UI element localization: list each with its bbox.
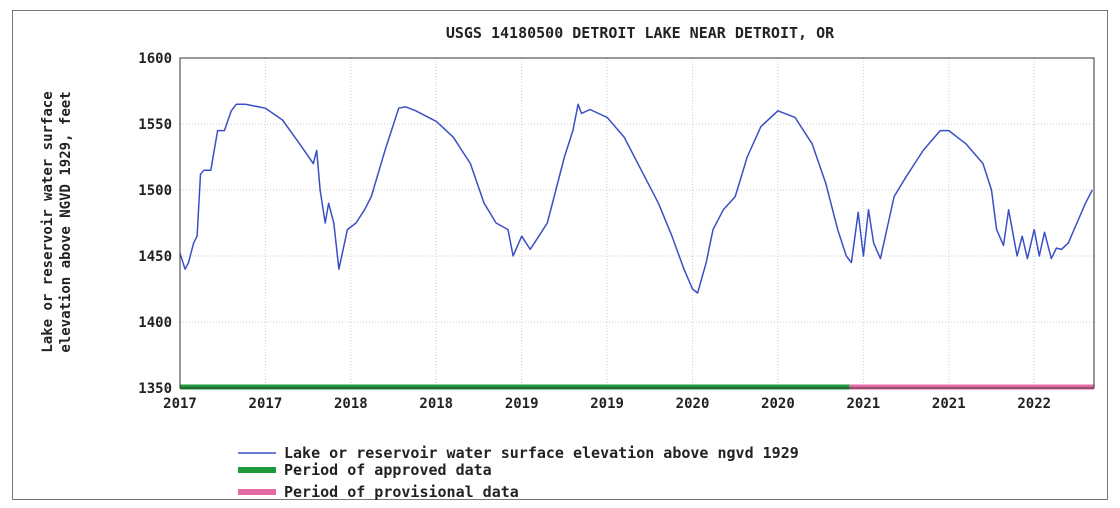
data-series xyxy=(179,103,1094,390)
y-tick-label-4: 1400 xyxy=(138,315,172,331)
y-tick-label-3: 1450 xyxy=(138,249,172,265)
y-tick-label-5: 1350 xyxy=(138,381,172,397)
plot-border xyxy=(179,57,1095,389)
x-tick-label-0: 2017 xyxy=(163,396,197,412)
x-tick-label-8: 2021 xyxy=(847,396,881,412)
x-tick-label-4: 2019 xyxy=(505,396,539,412)
y-tick-label-0: 1600 xyxy=(138,51,172,67)
y-tick-label-2: 1500 xyxy=(138,183,172,199)
x-tick-label-2: 2018 xyxy=(334,396,368,412)
chart-frame xyxy=(12,10,1108,500)
x-tick-label-9: 2021 xyxy=(932,396,966,412)
y-tick-label-1: 1550 xyxy=(138,117,172,133)
x-tick-label-3: 2018 xyxy=(419,396,453,412)
legend-label-elevation: Lake or reservoir water surface elevatio… xyxy=(284,444,799,462)
chart-title: USGS 14180500 DETROIT LAKE NEAR DETROIT,… xyxy=(446,24,835,42)
y-axis-label: Lake or reservoir water surface elevatio… xyxy=(40,91,74,352)
legend-label-approved: Period of approved data xyxy=(284,461,492,479)
legend-label-provisional: Period of provisional data xyxy=(284,483,519,501)
y-tick-labels: 1600 1550 1500 1450 1400 1350 xyxy=(138,51,172,397)
x-tick-labels: 2017 2017 2018 2018 2019 2019 2020 2020 2021 2021… xyxy=(163,396,1051,412)
series-line-elevation xyxy=(179,103,1093,294)
x-tick-label-5: 2019 xyxy=(590,396,624,412)
x-tick-label-6: 2020 xyxy=(676,396,710,412)
legend: Lake or reservoir water surface elevatio… xyxy=(238,444,799,501)
x-tick-label-7: 2020 xyxy=(761,396,795,412)
x-tick-label-10: 2022 xyxy=(1017,396,1051,412)
grid-lines xyxy=(179,57,1094,389)
y-axis-label-line-1: Lake or reservoir water surface xyxy=(40,91,56,352)
x-tick-label-1: 2017 xyxy=(249,396,283,412)
y-axis-label-line-2: elevation above NGVD 1929, feet xyxy=(58,91,74,352)
